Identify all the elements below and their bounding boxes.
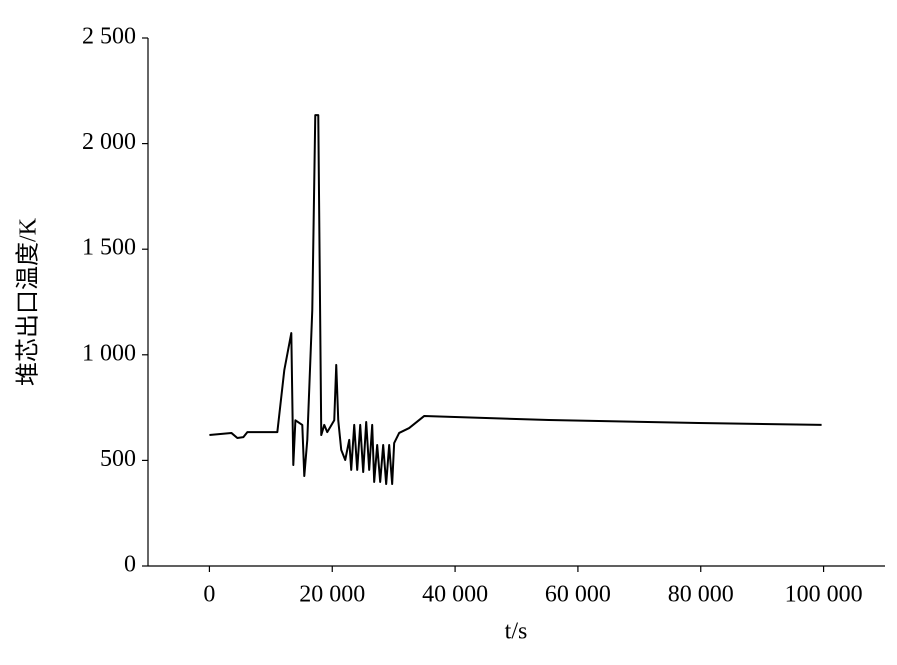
y-tick-label: 2 500	[82, 24, 136, 50]
y-tick-label: 0	[124, 552, 136, 578]
data-line	[209, 114, 822, 486]
x-tick-label: 100 000	[785, 582, 863, 608]
y-tick-label: 500	[100, 446, 136, 472]
x-tick-label: 60 000	[545, 582, 611, 608]
x-axis-label: t/s	[505, 619, 528, 645]
x-tick-label: 40 000	[422, 582, 488, 608]
x-tick-label: 20 000	[299, 582, 365, 608]
x-tick-label: 80 000	[668, 582, 734, 608]
y-tick-label: 2 000	[82, 129, 136, 155]
y-tick-label: 1 000	[82, 340, 136, 366]
x-tick-label: 0	[203, 582, 215, 608]
y-axis-label: 堆芯出口温度/K	[15, 217, 42, 386]
y-tick-label: 1 500	[82, 235, 136, 261]
